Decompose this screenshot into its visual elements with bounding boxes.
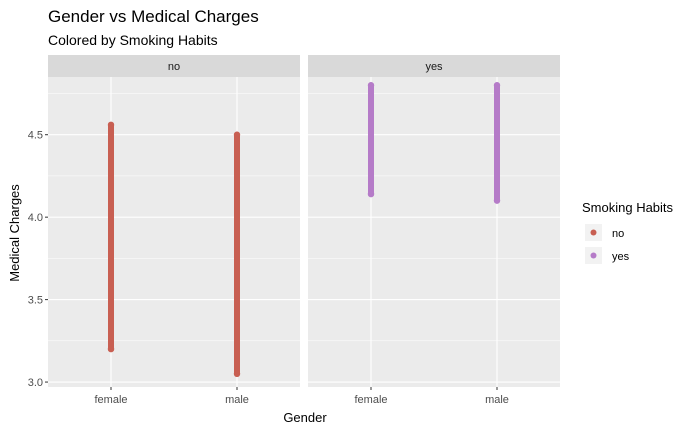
chart-subtitle: Colored by Smoking Habits bbox=[48, 32, 218, 48]
y-tick-label: 3.0 bbox=[28, 377, 43, 389]
facet-strip-label: no bbox=[168, 61, 180, 73]
facet-strip bbox=[48, 55, 300, 77]
legend-title: Smoking Habits bbox=[582, 200, 674, 215]
facet-strip bbox=[308, 55, 560, 77]
legend-entry-no: no bbox=[585, 224, 624, 241]
data-point-max bbox=[493, 82, 501, 89]
data-point-min bbox=[493, 197, 501, 204]
data-point-max bbox=[233, 131, 241, 138]
legend-key-point bbox=[590, 229, 597, 236]
y-tick-label: 4.5 bbox=[28, 130, 43, 142]
x-axis-title: Gender bbox=[283, 410, 327, 425]
legend-entry-yes: yes bbox=[585, 247, 630, 264]
x-tick-label: male bbox=[225, 394, 249, 406]
legend: Smoking Habits no yes bbox=[582, 200, 674, 264]
data-point-max bbox=[367, 82, 375, 89]
y-tick-label: 4.0 bbox=[28, 212, 43, 224]
legend-label: no bbox=[612, 228, 624, 240]
point-strip-yes-male bbox=[493, 82, 501, 204]
legend-key-point bbox=[590, 252, 597, 259]
point-strip-yes-female bbox=[367, 82, 375, 198]
data-point-min bbox=[233, 370, 241, 378]
data-point-min bbox=[107, 345, 115, 353]
y-axis: 3.0 3.5 4.0 4.5 bbox=[28, 130, 48, 389]
x-tick-label: female bbox=[94, 394, 127, 406]
point-strip-no-male bbox=[233, 131, 241, 378]
panel-background bbox=[48, 77, 300, 387]
point-strip-no-female bbox=[107, 121, 115, 353]
facet-no: no female male bbox=[48, 55, 300, 406]
facet-strip-label: yes bbox=[425, 61, 443, 73]
x-tick-label: female bbox=[354, 394, 387, 406]
data-point-min bbox=[367, 190, 375, 198]
y-axis-title: Medical Charges bbox=[7, 184, 22, 282]
y-tick-label: 3.5 bbox=[28, 295, 43, 307]
chart-title: Gender vs Medical Charges bbox=[48, 7, 259, 26]
legend-label: yes bbox=[612, 251, 630, 263]
facet-panels: no female male yes female male bbox=[48, 55, 560, 406]
panel-background bbox=[308, 77, 560, 387]
x-tick-label: male bbox=[485, 394, 509, 406]
data-point-max bbox=[107, 121, 115, 129]
facet-yes: yes female male bbox=[308, 55, 560, 406]
